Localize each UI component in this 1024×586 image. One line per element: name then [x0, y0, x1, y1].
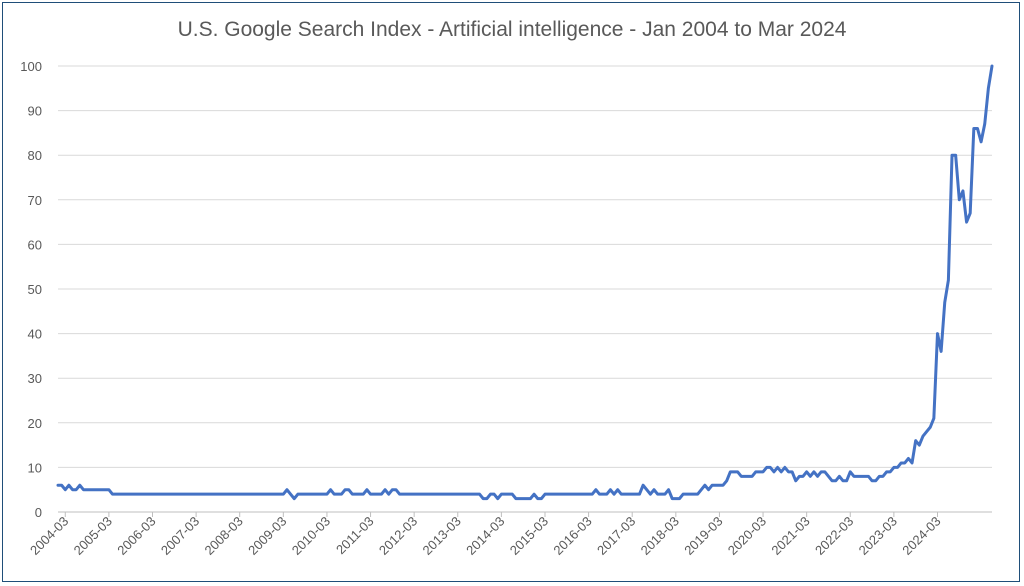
gridlines — [58, 65, 992, 513]
x-tick-label: 2007-03 — [158, 514, 202, 558]
y-tick-label: 50 — [28, 282, 42, 297]
y-tick-label: 10 — [28, 460, 42, 475]
x-tick-label: 2010-03 — [289, 514, 333, 558]
y-tick-label: 80 — [28, 148, 42, 163]
x-axis-tick-labels: 2004-03 2005-03 2006-03 2007-03 2008-03 2009-… — [27, 512, 944, 558]
x-tick-label: 2014-03 — [463, 514, 507, 558]
y-tick-label: 100 — [20, 59, 42, 74]
x-tick-label: 2006-03 — [114, 514, 158, 558]
x-tick-label: 2020-03 — [725, 514, 769, 558]
y-tick-label: 40 — [28, 327, 42, 342]
y-tick-label: 0 — [35, 505, 42, 520]
x-tick-label: 2016-03 — [550, 514, 594, 558]
x-tick-label: 2012-03 — [376, 514, 420, 558]
y-tick-label: 90 — [28, 104, 42, 119]
x-tick-label: 2004-03 — [27, 514, 71, 558]
x-tick-label: 2008-03 — [201, 514, 245, 558]
series-line — [56, 64, 994, 501]
y-tick-label: 30 — [28, 371, 42, 386]
x-tick-label: 2013-03 — [420, 514, 464, 558]
x-tick-label: 2023-03 — [856, 514, 900, 558]
x-tick-label: 2005-03 — [71, 514, 115, 558]
x-tick-label: 2024-03 — [899, 514, 943, 558]
chart-title: U.S. Google Search Index - Artificial in… — [177, 18, 847, 41]
y-tick-label: 60 — [28, 237, 42, 252]
x-tick-label: 2011-03 — [333, 514, 377, 558]
x-tick-label: 2017-03 — [594, 514, 638, 558]
x-tick-label: 2009-03 — [245, 514, 289, 558]
series-layer — [56, 64, 994, 501]
x-tick-label: 2022-03 — [812, 514, 856, 558]
y-axis-tick-labels: 0 10 20 30 40 50 60 70 80 90 100 — [20, 59, 42, 520]
y-tick-label: 20 — [28, 416, 42, 431]
x-tick-label: 2021-03 — [768, 514, 812, 558]
x-tick-label: 2019-03 — [681, 514, 725, 558]
x-tick-label: 2015-03 — [507, 514, 551, 558]
x-tick-label: 2018-03 — [638, 514, 682, 558]
y-tick-label: 70 — [28, 193, 42, 208]
